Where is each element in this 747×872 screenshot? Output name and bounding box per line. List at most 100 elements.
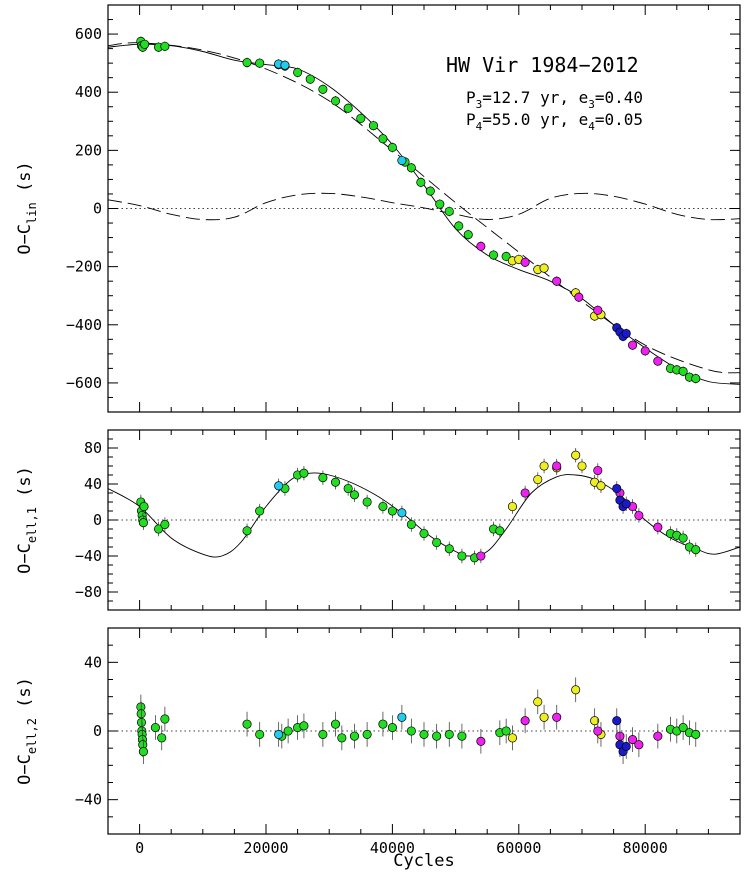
data-point-green — [160, 41, 170, 51]
y-tick-label: 80 — [84, 439, 102, 457]
data-point-magenta — [574, 292, 584, 302]
data-point-green — [356, 113, 366, 123]
y-axis-label: O−Cell,2 (s) — [15, 677, 39, 785]
y-tick-label: 200 — [75, 141, 102, 159]
data-point-yellow — [539, 712, 549, 722]
y-tick-label: 40 — [84, 475, 102, 493]
data-point-green — [242, 58, 252, 68]
data-point-magenta — [653, 356, 663, 366]
model-curve — [108, 472, 740, 558]
data-point-green — [154, 524, 164, 534]
y-tick-label: 40 — [84, 653, 102, 671]
data-point-yellow — [539, 263, 549, 273]
annotation-title: HW Vir 1984−2012 — [446, 53, 639, 77]
data-point-green — [387, 142, 397, 152]
y-tick-label: −400 — [66, 316, 102, 334]
y-tick-label: 400 — [75, 83, 102, 101]
data-point-magenta — [476, 736, 486, 746]
data-point-green — [160, 714, 170, 724]
y-tick-label: −40 — [75, 547, 102, 565]
data-point-green — [416, 177, 426, 187]
data-point-magenta — [593, 305, 603, 315]
data-point-green — [406, 519, 416, 530]
data-point-magenta — [593, 726, 603, 736]
data-point-green — [299, 468, 309, 478]
data-point-magenta — [552, 276, 562, 286]
data-point-yellow — [539, 461, 549, 471]
data-point-green — [691, 374, 701, 384]
annotation-p4: P4=55.0 yr, e4=0.05 — [466, 110, 643, 133]
data-point-green — [419, 729, 429, 739]
data-point-green — [454, 221, 464, 231]
data-point-green — [691, 545, 701, 555]
data-point-green — [242, 526, 252, 536]
data-point-magenta — [520, 257, 530, 267]
data-point-yellow — [590, 716, 600, 726]
x-tick-label: 80000 — [623, 839, 668, 857]
data-point-magenta — [476, 241, 486, 251]
data-point-green — [435, 199, 445, 209]
data-point-magenta — [634, 740, 644, 750]
data-point-magenta — [653, 522, 663, 532]
data-point-green — [138, 747, 148, 757]
data-point-yellow — [571, 685, 581, 695]
plot-area — [108, 677, 740, 764]
data-point-green — [678, 533, 688, 543]
y-tick-label: −80 — [75, 583, 102, 601]
data-point-green — [330, 719, 341, 729]
data-point-green — [457, 551, 467, 561]
data-point-green — [160, 519, 170, 530]
x-tick-label: 60000 — [496, 839, 541, 857]
data-point-cyan — [397, 712, 407, 722]
y-axis-label: O−Cell,1 (s) — [15, 466, 39, 574]
x-tick-label: 0 — [135, 839, 144, 857]
data-point-yellow — [507, 733, 518, 743]
data-point-cyan — [397, 508, 407, 518]
data-point-green — [691, 729, 701, 739]
model-curve-outer — [108, 42, 740, 374]
data-point-green — [318, 729, 328, 739]
data-point-green — [501, 251, 511, 262]
data-point-green — [349, 731, 360, 741]
plot-area — [108, 448, 740, 565]
data-point-green — [299, 721, 309, 731]
data-point-blue — [621, 328, 631, 339]
data-point-green — [330, 96, 341, 106]
x-axis-label: Cycles — [393, 851, 454, 871]
data-point-blue — [621, 499, 631, 509]
data-point-magenta — [476, 551, 486, 561]
data-point-magenta — [520, 488, 530, 498]
data-point-green — [419, 528, 429, 539]
y-tick-label: 600 — [75, 25, 102, 43]
data-point-green — [457, 731, 467, 741]
data-point-green — [318, 84, 328, 94]
data-point-green — [349, 490, 360, 500]
panel-top: −600 −400 −200 0 200 400 600 O−Clin (s) — [15, 4, 741, 413]
data-point-blue — [621, 741, 631, 751]
model-curve-inner — [108, 192, 740, 221]
data-point-green — [150, 723, 160, 733]
data-point-cyan — [274, 481, 284, 491]
data-point-green — [444, 206, 454, 216]
data-point-magenta — [653, 731, 663, 741]
y-tick-label: −600 — [66, 374, 102, 392]
data-point-cyan — [397, 155, 407, 166]
data-point-yellow — [533, 697, 543, 707]
data-point-magenta — [634, 510, 644, 521]
data-point-green — [157, 733, 167, 743]
data-point-green — [293, 67, 303, 77]
data-point-green — [378, 134, 388, 144]
data-point-green — [501, 726, 511, 736]
data-point-green — [283, 726, 293, 736]
data-point-yellow — [577, 461, 587, 471]
data-point-green — [406, 726, 416, 736]
data-point-green — [242, 719, 252, 729]
data-point-green — [255, 506, 265, 516]
data-point-green — [368, 121, 378, 131]
x-tick-label: 20000 — [243, 839, 288, 857]
data-point-green — [678, 366, 688, 376]
data-point-green — [343, 103, 353, 113]
annotation-p3: P3=12.7 yr, e3=0.40 — [466, 88, 643, 111]
data-point-cyan — [274, 729, 284, 739]
